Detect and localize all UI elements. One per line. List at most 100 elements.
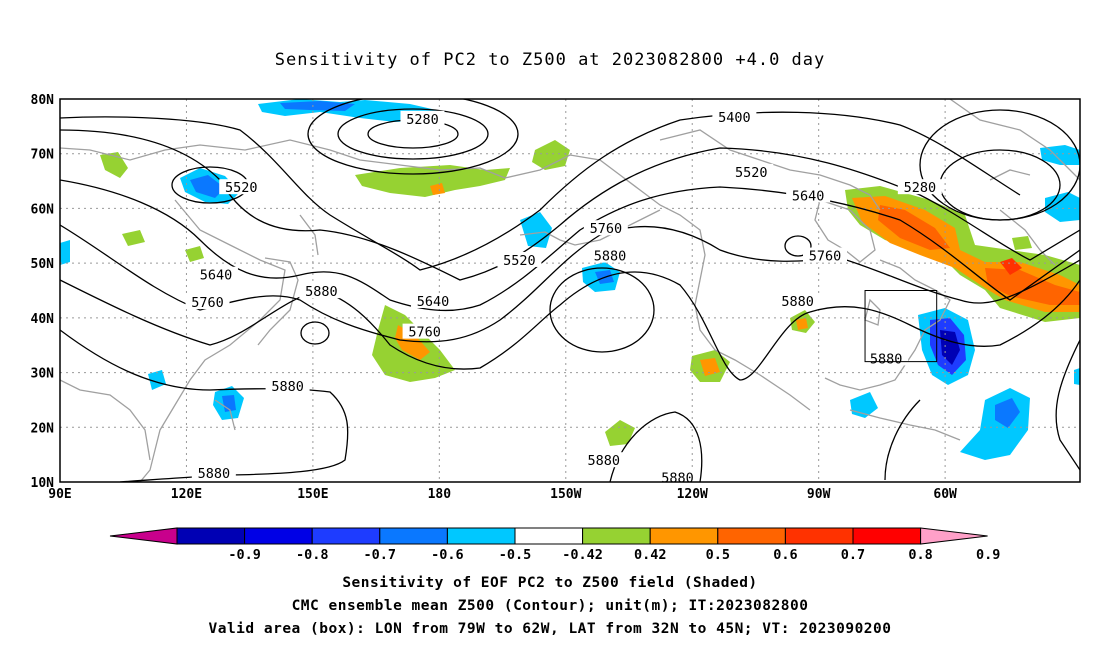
negative-area-box-core <box>940 330 960 365</box>
colorbar-label: -0.8 <box>296 547 329 563</box>
negative-area-caribbean-core <box>995 398 1020 428</box>
contour-label: 5640 <box>417 294 450 310</box>
lat-label: 20N <box>31 421 55 436</box>
coast-japan <box>257 257 299 346</box>
negative-area-arctic-core <box>280 101 355 111</box>
positive-area-gulf-core <box>796 318 808 330</box>
footer-line-2: CMC ensemble mean Z500 (Contour); unit(m… <box>291 598 809 614</box>
lat-label: 60N <box>31 202 55 217</box>
contour-label-bg <box>400 110 445 126</box>
coast-east-asia <box>139 199 286 482</box>
coast-arctic-canada <box>659 129 881 211</box>
lat-label: 40N <box>31 312 55 327</box>
contour-label-bg <box>583 220 628 236</box>
colorbar-label: 0.6 <box>773 547 797 563</box>
contour-5400 <box>60 111 1021 271</box>
coast-philippines <box>214 399 236 431</box>
colorbar-label: -0.9 <box>228 547 261 563</box>
contour-label-bg <box>193 266 238 282</box>
lat-label: 10N <box>31 476 55 491</box>
contour-label: 5880 <box>594 249 627 265</box>
lon-label: 150E <box>297 487 328 502</box>
lon-label: 150W <box>550 487 581 502</box>
negative-area-caribbean <box>960 388 1030 460</box>
positive-area-small-3 <box>1012 236 1032 250</box>
lat-label: 80N <box>31 93 55 108</box>
contour-label: 5640 <box>200 268 233 284</box>
contour-labels: 5280 5400 5520 5520 5280 5640 5760 5880 5520 5760… <box>185 109 942 487</box>
contour-label: 5880 <box>661 471 694 487</box>
lon-label: 90W <box>807 487 831 502</box>
colorbar-label: 0.8 <box>908 547 932 563</box>
coast-great-lakes <box>864 298 881 326</box>
contour-label-bg <box>497 251 542 267</box>
positive-area-atlantic-max <box>1000 258 1022 275</box>
colorbar-label: -0.5 <box>499 547 532 563</box>
lat-label: 50N <box>31 257 55 272</box>
contour-label: 5760 <box>191 295 224 311</box>
contour-label-bg <box>185 294 230 310</box>
contour-label-bg <box>712 109 757 125</box>
colorbar-label: -0.6 <box>431 547 464 563</box>
colorbar-segment <box>649 527 719 545</box>
contour-label: 5880 <box>271 379 304 395</box>
contour-label-bg <box>729 163 774 179</box>
colorbar-segment <box>784 527 854 545</box>
coast-baffin <box>989 169 1031 181</box>
colorbar-segment <box>852 527 922 545</box>
map-frame <box>59 98 1081 483</box>
contour-5880-tail <box>884 399 921 481</box>
contour-label: 5880 <box>198 466 231 482</box>
positive-area-mexico-core <box>700 358 720 376</box>
contour-5400-pacific-low <box>307 99 519 175</box>
colorbar-label: -0.42 <box>562 547 603 563</box>
contour-label-bg <box>402 323 447 339</box>
positive-area-alaska <box>532 140 570 170</box>
longitude-labels: 90E 120E 150E 180 150W 120W 90W 60W <box>48 487 957 502</box>
coast-hudson-bay <box>814 199 876 263</box>
positive-area-siberia <box>100 152 128 178</box>
contour-label-bg <box>803 247 847 263</box>
latitude-labels: 80N 70N 60N 50N 40N 30N 20N 10N <box>31 93 55 491</box>
colorbar-segment <box>311 527 381 545</box>
coast-siberia <box>60 139 506 179</box>
footer-line-3: Valid area (box): LON from 79W to 62W, L… <box>208 621 892 637</box>
contour-5880-south <box>60 329 349 482</box>
positive-area-small-2 <box>185 246 204 262</box>
positive-area-canada-core <box>878 205 950 250</box>
contour-label: 5520 <box>225 180 258 196</box>
colorbar-label: 0.5 <box>706 547 730 563</box>
coast-indochina <box>60 379 151 461</box>
contour-label: 5640 <box>792 188 825 204</box>
colorbar-label: -0.7 <box>364 547 397 563</box>
lon-label: 90E <box>48 487 71 502</box>
contour-label: 5280 <box>904 180 937 196</box>
contour-label-bg <box>581 452 626 468</box>
colorbar-label: 0.9 <box>976 547 1000 563</box>
coast-caribbean <box>849 409 961 441</box>
contour-label: 5880 <box>781 294 814 310</box>
contour-label-bg <box>299 283 344 299</box>
contour-label-bg <box>786 187 831 203</box>
z500-contours <box>60 99 1080 482</box>
contour-label: 5520 <box>735 165 768 181</box>
contour-label: 5520 <box>503 253 536 269</box>
contour-5280-atlantic-low <box>939 149 1061 221</box>
contour-label-bg <box>265 377 310 393</box>
contour-5400-atlantic-low <box>919 109 1080 221</box>
contour-5880-east-pacific <box>609 411 703 482</box>
contour-5880-small-closed <box>300 321 330 345</box>
coast-alaska-south <box>519 209 661 246</box>
colorbar-segment <box>514 527 584 545</box>
contour-label-bg <box>219 179 264 195</box>
contour-5640 <box>60 179 1080 312</box>
contour-label: 5880 <box>305 284 338 300</box>
colorbar-max-arrow <box>920 527 988 545</box>
coast-kamchatka <box>299 214 319 256</box>
contour-label-bg <box>588 247 633 263</box>
lon-label: 180 <box>428 487 452 502</box>
coast-north-america-east <box>824 259 951 391</box>
positive-area-bering-core <box>430 183 445 195</box>
colorbar-segment <box>176 527 246 545</box>
negative-area-gulf-alaska <box>520 212 552 248</box>
